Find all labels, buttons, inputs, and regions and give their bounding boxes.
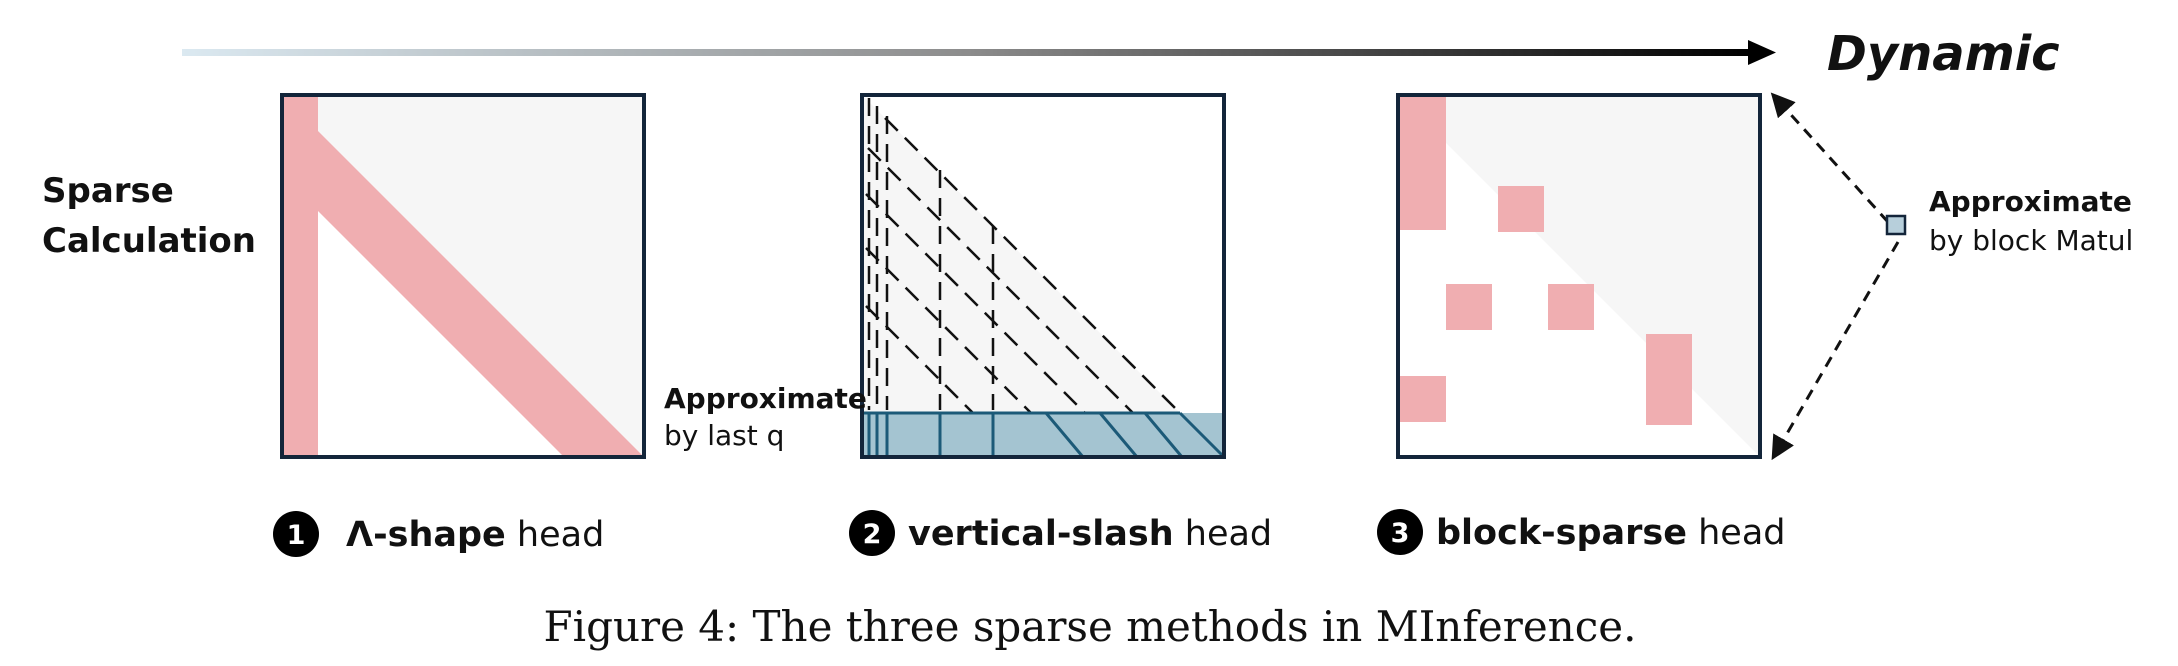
sparse-calculation-label: Sparse Calculation: [42, 171, 256, 261]
head-number-text: 1: [287, 520, 306, 551]
panel2-slash-dash: [865, 193, 1088, 416]
panel3-block: [1498, 186, 1544, 232]
panel1-diagonal-band: [282, 95, 644, 457]
head-label-1: 1 Λ-shape head: [273, 511, 604, 557]
panel2-approx-subtitle: by last q: [664, 419, 784, 452]
panel3-block: [1400, 376, 1446, 422]
panel2-band-slash: [1143, 412, 1184, 458]
panel3-block: [1646, 334, 1692, 425]
panel3-frame: [1396, 93, 1762, 459]
head-suffix: head: [1687, 513, 1786, 553]
head-name: vertical-slash: [908, 514, 1174, 554]
panel2-approx-title: Approximate: [664, 382, 867, 415]
panel2-band-slash: [1098, 412, 1139, 458]
sparse-label-line1: Sparse: [42, 171, 174, 211]
head-label-text: block-sparse head: [1436, 513, 1786, 553]
vertical-slash-panel: Approximate by last q: [664, 93, 1226, 459]
head-name: Λ-shape: [346, 515, 506, 555]
panel2-slash-dash: [865, 305, 976, 416]
head-number-badge: [273, 511, 319, 557]
panel3-block: [1446, 284, 1492, 330]
head-label-text: vertical-slash head: [908, 514, 1272, 554]
panel2-band-slash: [1044, 412, 1085, 458]
panel2-band-slash: [1178, 411, 1226, 459]
panel1-frame: [280, 93, 646, 459]
sparse-label-line2: Calculation: [42, 221, 256, 261]
head-number-badge: [1377, 509, 1423, 555]
panel2-slash-dash: [884, 117, 1183, 416]
panel3-blocks: [1400, 97, 1692, 425]
panel2-dashed-lines: [865, 98, 1183, 418]
dynamic-axis-arrowhead: [1748, 40, 1776, 65]
figure-caption: Figure 4: The three sparse methods in MI…: [544, 602, 1637, 651]
head-number-text: 2: [863, 519, 882, 550]
panel1-sink-column: [282, 95, 318, 457]
dynamic-axis-bar: [182, 49, 1752, 56]
head-suffix: head: [1174, 514, 1273, 554]
head-name: block-sparse: [1436, 513, 1687, 553]
head-suffix: head: [506, 515, 605, 555]
panel3-dashed-arrow-top: [1770, 92, 1890, 224]
panel2-slash-dash: [867, 147, 1134, 414]
panel3-dashed-arrow-bottom: [1771, 241, 1900, 461]
block-sparse-panel: Approximate by block Matul: [1396, 92, 2133, 461]
lambda-shape-panel: [280, 93, 646, 459]
panel2-band-lines: [862, 411, 1226, 459]
head-label-text: Λ-shape head: [346, 515, 604, 555]
dynamic-label: Dynamic: [1827, 26, 2060, 82]
head-label-3: 3 block-sparse head: [1377, 509, 1786, 555]
panel3-approx-subtitle: by block Matul: [1929, 224, 2133, 257]
dynamic-axis: Dynamic: [182, 26, 2060, 82]
panel2-last-q-band: [862, 413, 1224, 457]
panel3-block-marker: [1885, 214, 1907, 236]
panel2-slash-dash: [865, 247, 1036, 418]
panel3-block: [1400, 97, 1446, 230]
head-number-badge: [849, 510, 895, 556]
panel2-frame: [860, 93, 1226, 459]
head-label-2: 2 vertical-slash head: [849, 510, 1272, 556]
panel3-block: [1548, 284, 1594, 330]
head-number-text: 3: [1391, 518, 1410, 549]
panel3-approx-title: Approximate: [1929, 185, 2132, 218]
